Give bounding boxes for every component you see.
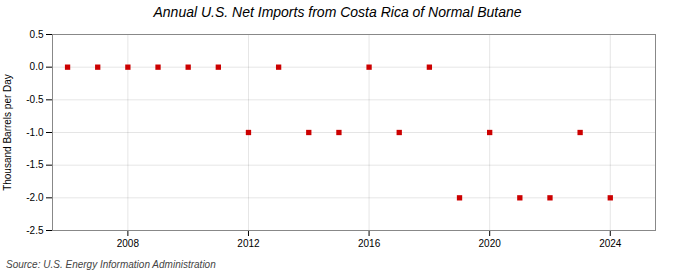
svg-text:Thousand Barrels per Day: Thousand Barrels per Day: [2, 74, 13, 191]
svg-text:2012: 2012: [237, 238, 260, 249]
svg-text:2008: 2008: [117, 238, 140, 249]
svg-text:-2.0: -2.0: [26, 192, 44, 203]
svg-text:-0.5: -0.5: [26, 94, 44, 105]
svg-text:-1.5: -1.5: [26, 159, 44, 170]
svg-text:2024: 2024: [599, 238, 622, 249]
svg-text:0.5: 0.5: [30, 29, 44, 40]
svg-text:2016: 2016: [358, 238, 381, 249]
html-text:Annual U.S. Net Imports from C: Annual U.S. Net Imports from Costa Rica …: [153, 4, 522, 20]
html-text:Source: U.S. Energy Informatio: Source: U.S. Energy Information Administ…: [6, 259, 216, 270]
svg-text:-1.0: -1.0: [26, 127, 44, 138]
svg-text:2020: 2020: [479, 238, 502, 249]
svg-text:0.0: 0.0: [30, 61, 44, 72]
svg-text:-2.5: -2.5: [26, 225, 44, 236]
